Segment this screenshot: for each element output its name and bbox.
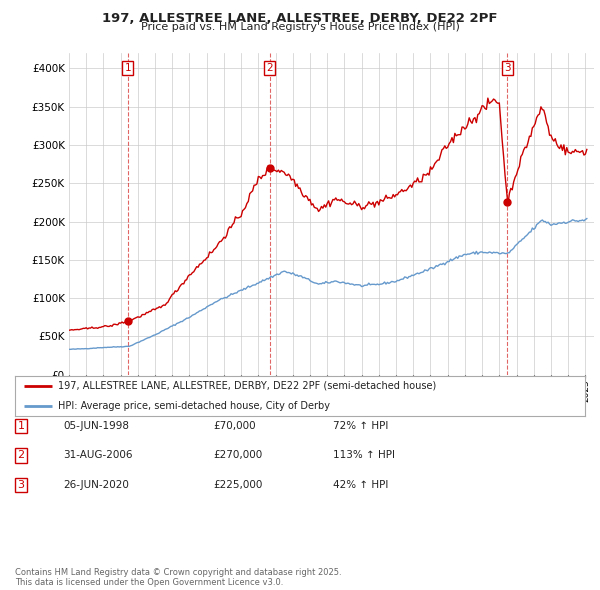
Text: HPI: Average price, semi-detached house, City of Derby: HPI: Average price, semi-detached house,…	[58, 401, 330, 411]
Text: 05-JUN-1998: 05-JUN-1998	[63, 421, 129, 431]
Text: 42% ↑ HPI: 42% ↑ HPI	[333, 480, 388, 490]
Text: 31-AUG-2006: 31-AUG-2006	[63, 451, 133, 460]
Text: 3: 3	[17, 480, 25, 490]
Text: 3: 3	[504, 63, 511, 73]
Text: £225,000: £225,000	[213, 480, 262, 490]
Text: 2: 2	[266, 63, 273, 73]
Text: 1: 1	[124, 63, 131, 73]
Text: £270,000: £270,000	[213, 451, 262, 460]
Text: 72% ↑ HPI: 72% ↑ HPI	[333, 421, 388, 431]
Text: 26-JUN-2020: 26-JUN-2020	[63, 480, 129, 490]
Text: 2: 2	[17, 451, 25, 460]
Text: 113% ↑ HPI: 113% ↑ HPI	[333, 451, 395, 460]
Text: Price paid vs. HM Land Registry's House Price Index (HPI): Price paid vs. HM Land Registry's House …	[140, 22, 460, 32]
Text: Contains HM Land Registry data © Crown copyright and database right 2025.
This d: Contains HM Land Registry data © Crown c…	[15, 568, 341, 587]
Text: £70,000: £70,000	[213, 421, 256, 431]
Text: 1: 1	[17, 421, 25, 431]
Text: 197, ALLESTREE LANE, ALLESTREE, DERBY, DE22 2PF (semi-detached house): 197, ALLESTREE LANE, ALLESTREE, DERBY, D…	[58, 381, 436, 391]
Text: 197, ALLESTREE LANE, ALLESTREE, DERBY, DE22 2PF: 197, ALLESTREE LANE, ALLESTREE, DERBY, D…	[102, 12, 498, 25]
